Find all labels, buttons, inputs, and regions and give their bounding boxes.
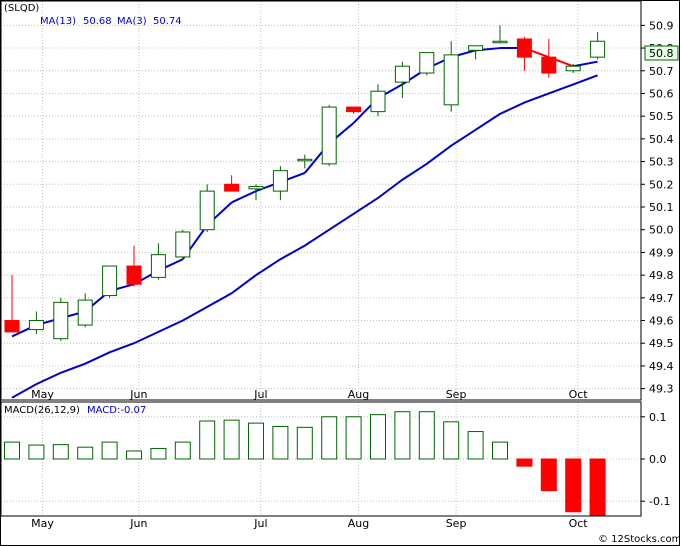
price-tag: 50.8 [649, 47, 674, 60]
ma13-value: 50.68 [83, 16, 112, 27]
candle-body [394, 65, 410, 83]
candle-body [419, 52, 435, 74]
macd-bar [589, 458, 606, 517]
price-tick-label: 50.6 [649, 87, 674, 100]
macd-bar [126, 450, 142, 460]
macd-bar [199, 420, 216, 460]
candle-body [492, 40, 508, 44]
candle-body [150, 254, 166, 278]
macd-bar [492, 441, 508, 460]
candle-body [346, 106, 362, 113]
macd-bar [296, 426, 313, 460]
ma3-segment [573, 60, 598, 68]
price-tick-label: 50.4 [649, 133, 674, 146]
month-label-macd: Aug [348, 517, 369, 530]
watermark: © 12Stocks.com [598, 534, 680, 545]
candle-body [272, 170, 288, 192]
candle-body [175, 231, 191, 258]
candle-body [468, 45, 484, 51]
macd-bar [4, 441, 20, 460]
candle-body [443, 54, 459, 106]
month-label-macd: Oct [569, 517, 589, 530]
month-label: Oct [569, 388, 589, 401]
month-label-macd: Jun [129, 517, 147, 530]
macd-bar [321, 416, 338, 460]
candle-body [541, 56, 557, 74]
candle-body [224, 183, 240, 192]
price-tick-label: 50.2 [649, 178, 674, 191]
axes: 50.9 50.8 50.7 50.6 50.5 50.4 50.3 50.2 50.1 50.0… [0, 0, 674, 530]
macd-bar [418, 411, 435, 460]
price-tick-label: 49.8 [649, 269, 674, 282]
candle-body [102, 265, 118, 297]
candle-body [126, 265, 142, 285]
candle-body [53, 301, 69, 340]
month-label: Sep [446, 388, 467, 401]
macd-bar [370, 414, 386, 460]
macd-label: MACD(26,12,9) [4, 405, 80, 416]
price-tick-label: 50.0 [649, 224, 674, 237]
macd-tick-label: 0.0 [649, 453, 667, 466]
candle-body [370, 90, 386, 113]
ma3-label: MA(3) [117, 16, 147, 27]
month-label: Jul [253, 388, 267, 401]
price-tick-label: 49.3 [649, 383, 674, 396]
macd-panel [4, 411, 606, 517]
price-tick-label: 50.5 [649, 110, 674, 123]
macd-tick-label: 0.1 [649, 411, 667, 424]
macd-bar [101, 441, 118, 460]
macd-bar [223, 419, 240, 460]
month-label: Aug [348, 388, 369, 401]
macd-bar [248, 422, 264, 460]
macd-bar [174, 441, 191, 460]
macd-bar [467, 431, 484, 460]
macd-bar [150, 447, 167, 460]
price-panel [4, 25, 606, 399]
candle-body [248, 186, 264, 190]
macd-bar [516, 458, 533, 467]
price-tag-box [644, 45, 679, 61]
macd-bar [272, 425, 289, 460]
macd-value: MACD:-0.07 [87, 405, 146, 416]
price-tick-label: 50.1 [649, 201, 674, 214]
price-tick-label: 50.3 [649, 156, 674, 169]
macd-bar [443, 421, 460, 460]
macd-tick-label: -0.1 [649, 495, 670, 508]
candle-body [565, 65, 581, 72]
price-tick-label: 50.9 [649, 19, 674, 32]
ma3-value: 50.74 [153, 16, 182, 27]
candle-body [28, 320, 44, 331]
price-panel-border [0, 0, 642, 401]
macd-bar [77, 446, 94, 460]
candle-body [4, 320, 20, 333]
price-tick-label: 49.5 [649, 337, 674, 350]
price-tick-label: 50.7 [649, 65, 674, 78]
candle-body [77, 299, 93, 326]
month-label: May [31, 388, 54, 401]
macd-bar [540, 458, 557, 492]
macd-bar [28, 444, 45, 460]
month-label-macd: Jul [253, 517, 267, 530]
month-label-macd: Sep [446, 517, 467, 530]
ma13-line [11, 74, 598, 399]
candle-body [321, 106, 337, 165]
price-tick-label: 49.4 [649, 360, 674, 373]
candle-body [199, 190, 215, 231]
macd-bar [565, 458, 582, 513]
macd-bar [394, 411, 411, 460]
chart-title: (SLQD) [4, 3, 39, 14]
candle-body [297, 158, 313, 162]
month-label-macd: May [31, 517, 54, 530]
price-tick-label: 49.6 [649, 315, 674, 328]
macd-bar [345, 416, 362, 460]
price-tick-label: 49.7 [649, 292, 674, 305]
price-tick-label: 49.9 [649, 246, 674, 259]
candle-body [590, 40, 606, 58]
month-label: Jun [129, 388, 147, 401]
macd-bar [52, 444, 69, 460]
ma13-label: MA(13) [40, 16, 76, 27]
ma3-segment [231, 190, 257, 204]
candle-body [516, 38, 532, 58]
